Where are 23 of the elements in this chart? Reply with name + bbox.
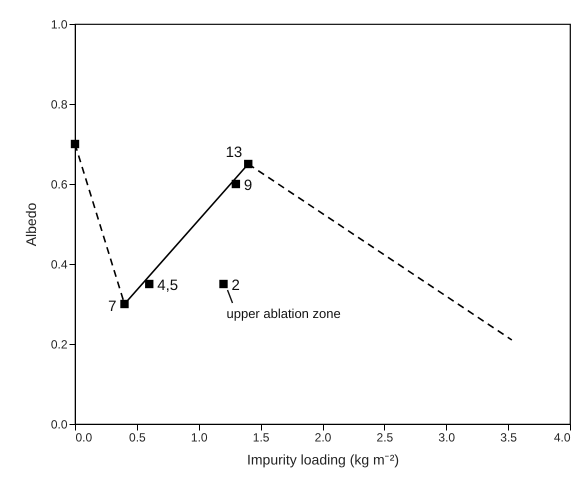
y-tick-label: 0.2 [50,338,68,352]
y-tick-label: 1.0 [50,18,68,32]
x-tick-label: 4.0 [554,430,571,444]
y-axis-title: Albedo [22,202,39,246]
annotation: 9 [244,177,252,194]
x-axis-title: Impurity loading (kg m⁻²) [246,452,400,468]
x-tick-label: 0.0 [76,430,93,444]
annotation: 2 [232,277,240,294]
annotation: 13 [226,144,242,161]
x-tick-label: 3.5 [500,430,518,444]
y-tick-label: 0.4 [50,258,68,272]
annotation: upper ablation zone [226,306,341,321]
y-tick-label: 0.8 [50,98,68,112]
x-tick-label: 0.5 [129,430,146,444]
y-tick-label: 0.6 [50,178,68,192]
x-tick-label: 3.0 [438,430,456,444]
x-tick-label: 2.0 [314,430,332,444]
y-tick-label: 0.0 [50,418,68,432]
x-tick-label: 1.0 [190,430,208,444]
annotation: 4,5 [157,277,178,294]
x-tick-label: 1.5 [252,430,270,444]
x-tick-label: 2.5 [376,430,394,444]
annotation: 7 [108,298,116,315]
